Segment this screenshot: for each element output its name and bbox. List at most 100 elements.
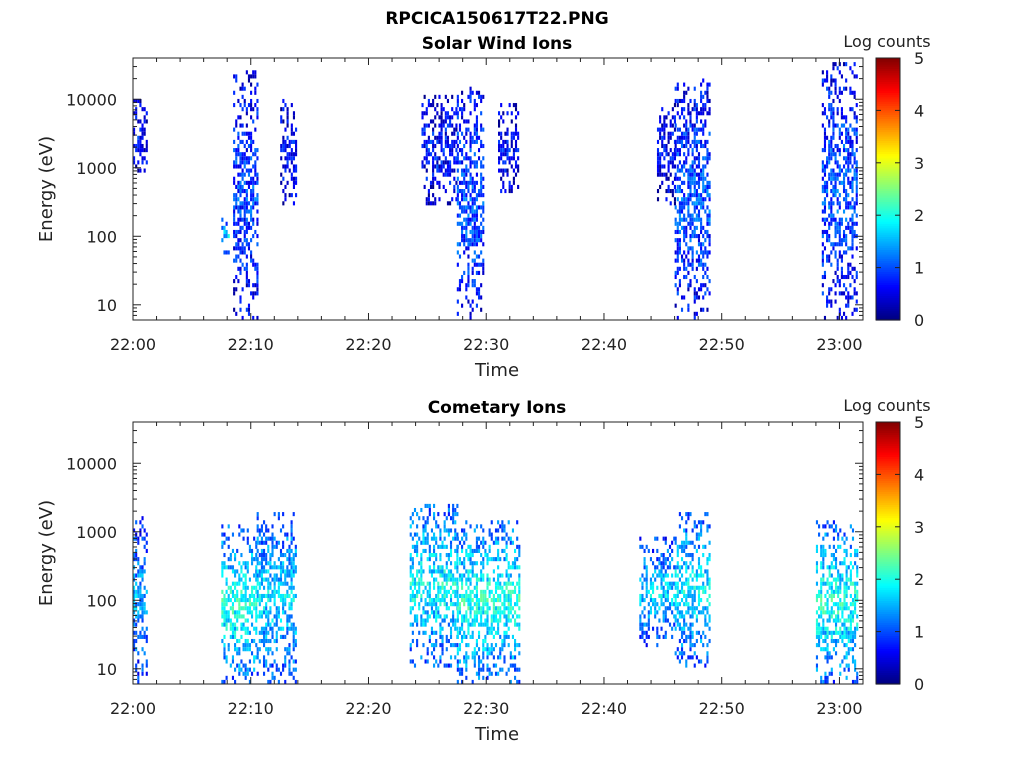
heatmap-cell — [437, 614, 440, 619]
heatmap-cell — [141, 536, 144, 541]
heatmap-cell — [488, 532, 491, 537]
heatmap-cell — [435, 557, 438, 562]
heatmap-cell — [469, 634, 472, 639]
heatmap-cell — [669, 119, 672, 124]
heatmap-cell — [839, 618, 842, 623]
heatmap-cell — [445, 581, 448, 586]
heatmap-cell — [499, 593, 502, 599]
heatmap-cell — [678, 242, 681, 247]
heatmap-cell — [260, 553, 263, 558]
heatmap-cell — [227, 647, 230, 652]
heatmap-cell — [239, 229, 242, 235]
heatmap-cell — [830, 593, 833, 599]
heatmap-cell — [137, 160, 140, 165]
heatmap-cell — [823, 201, 827, 206]
heatmap-cell — [256, 512, 259, 517]
heatmap-cell — [280, 172, 283, 177]
heatmap-cell — [475, 115, 478, 120]
colorbar-swatch — [876, 210, 900, 214]
heatmap-cell — [411, 577, 414, 582]
heatmap-cell — [510, 111, 513, 116]
heatmap-cell — [240, 565, 243, 570]
heatmap-cell — [685, 242, 688, 247]
heatmap-cell — [511, 581, 515, 586]
heatmap-cell — [239, 205, 242, 210]
heatmap-cell — [473, 528, 476, 533]
heatmap-cell — [480, 577, 483, 582]
heatmap-cell — [842, 180, 846, 185]
heatmap-cell — [432, 98, 435, 104]
heatmap-cell — [838, 152, 841, 157]
heatmap-cell — [837, 602, 840, 607]
heatmap-cell — [691, 622, 694, 627]
heatmap-cell — [693, 585, 696, 590]
heatmap-cell — [231, 622, 235, 627]
heatmap-cell — [271, 544, 274, 549]
heatmap-cell — [843, 643, 846, 648]
heatmap-cell — [240, 593, 243, 599]
heatmap-cell — [469, 614, 472, 619]
heatmap-cell — [680, 131, 684, 136]
heatmap-cell — [683, 123, 686, 128]
heatmap-cell — [516, 593, 519, 599]
heatmap-cell — [436, 156, 439, 161]
heatmap-cell — [463, 655, 466, 660]
heatmap-cell — [687, 585, 690, 590]
heatmap-cell — [235, 74, 238, 79]
heatmap-cell — [486, 667, 489, 672]
heatmap-cell — [676, 168, 679, 173]
colorbar-swatch — [876, 287, 900, 291]
heatmap-cell — [834, 299, 837, 304]
heatmap-cell — [247, 307, 251, 312]
heatmap-cell — [239, 152, 242, 157]
heatmap-cell — [503, 606, 506, 611]
heatmap-cell — [695, 291, 698, 296]
heatmap-cell — [828, 565, 831, 570]
heatmap-cell — [691, 148, 694, 153]
heatmap-cell — [246, 585, 249, 590]
heatmap-cell — [465, 164, 468, 169]
heatmap-cell — [497, 536, 500, 541]
heatmap-cell — [674, 626, 677, 631]
heatmap-cell — [426, 593, 429, 599]
heatmap-cell — [473, 103, 476, 108]
heatmap-cell — [673, 593, 676, 599]
heatmap-cell — [253, 606, 256, 611]
heatmap-cell — [824, 630, 827, 635]
heatmap-cell — [461, 197, 464, 202]
heatmap-cell — [680, 581, 684, 586]
heatmap-cell — [458, 561, 462, 566]
heatmap-cell — [238, 647, 241, 652]
heatmap-cell — [820, 614, 823, 619]
heatmap-cell — [847, 606, 850, 611]
heatmap-cell — [841, 573, 844, 578]
heatmap-cell — [465, 156, 468, 161]
heatmap-cell — [233, 279, 236, 284]
heatmap-cell — [456, 548, 459, 553]
heatmap-cell — [855, 270, 858, 275]
heatmap-cell — [849, 626, 852, 631]
heatmap-cell — [695, 311, 698, 316]
heatmap-cell — [456, 651, 459, 656]
heatmap-cell — [282, 598, 285, 603]
heatmap-cell — [416, 569, 419, 574]
heatmap-cell — [254, 148, 257, 153]
heatmap-cell — [258, 630, 261, 635]
heatmap-cell — [691, 107, 694, 112]
heatmap-cell — [225, 675, 228, 680]
heatmap-cell — [277, 540, 280, 545]
x-tick-label: 22:30 — [463, 335, 509, 354]
heatmap-cell — [422, 622, 425, 627]
heatmap-cell — [700, 197, 703, 202]
heatmap-cell — [256, 540, 259, 545]
heatmap-cell — [645, 630, 648, 635]
heatmap-cell — [430, 643, 434, 648]
heatmap-cell — [471, 180, 474, 185]
heatmap-cell — [853, 229, 856, 235]
heatmap-cell — [133, 98, 136, 104]
heatmap-cell — [294, 593, 297, 599]
heatmap-cell — [669, 148, 672, 153]
x-tick-label: 22:20 — [345, 699, 391, 718]
heatmap-cell — [695, 197, 698, 202]
heatmap-cell — [254, 229, 257, 235]
